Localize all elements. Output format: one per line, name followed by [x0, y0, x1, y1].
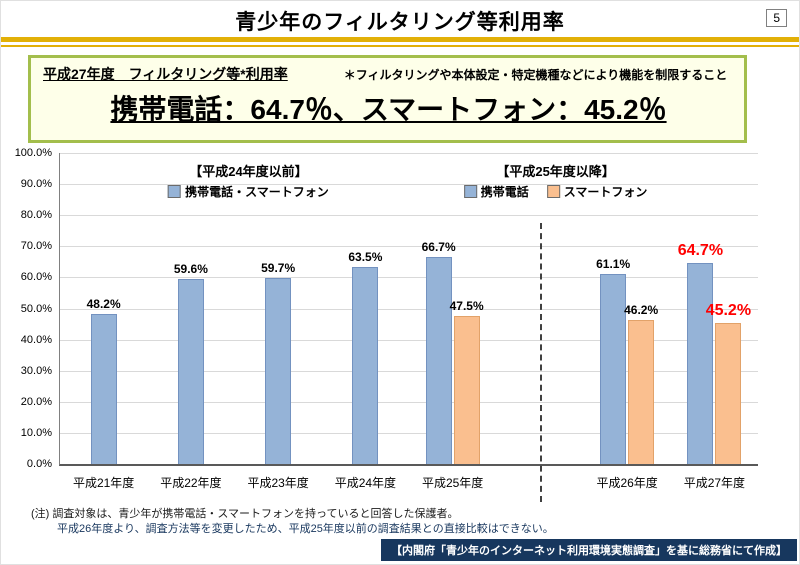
- legend-label: スマートフォン: [563, 185, 648, 199]
- bar-value-label: 47.5%: [449, 299, 484, 314]
- gridline: [60, 277, 758, 279]
- bar-value-label: 59.7%: [261, 261, 296, 276]
- gold-rule-thin: [1, 45, 799, 47]
- plot-area: 48.2% 平成21年度 59.6% 平成22年度 59.7% 平成23年度 63.5% 平成…: [59, 153, 758, 502]
- legend-swatch: [168, 185, 182, 198]
- highlight-box: 平成27年度 フィルタリング等*利用率 ＊フィルタリングや本体設定・特定機種など…: [28, 55, 747, 143]
- legend-entry: 携帯電話: [463, 183, 529, 200]
- bar-携帯電話: [177, 278, 204, 464]
- page-number-badge: 5: [766, 9, 787, 27]
- bar-value-label: 59.6%: [173, 261, 208, 276]
- period-separator-line: [539, 223, 542, 502]
- y-axis-tick-label: 60.0%: [20, 271, 52, 284]
- legend-entries: 携帯電話・スマートフォン: [168, 183, 329, 200]
- bar-携帯電話: [90, 314, 117, 464]
- x-axis-category-label: 平成26年度: [596, 476, 658, 490]
- legend-title: 【平成25年度以降】: [496, 164, 615, 179]
- legend-swatch: [463, 185, 477, 198]
- legend-label: 携帯電話・スマートフォン: [185, 185, 329, 199]
- x-axis-category-label: 平成23年度: [247, 476, 309, 490]
- legend-group: 【平成24年度以前】携帯電話・スマートフォン: [168, 161, 329, 200]
- gridline: [60, 246, 758, 248]
- highlight-heading: 平成27年度 フィルタリング等*利用率: [43, 66, 288, 82]
- highlight-box-header-row: 平成27年度 フィルタリング等*利用率 ＊フィルタリングや本体設定・特定機種など…: [43, 64, 734, 84]
- gridline: [60, 215, 758, 217]
- bar-value-label: 61.1%: [596, 256, 631, 271]
- highlight-stat: 携帯電話：64.7％、スマートフォン：45.2％: [43, 88, 734, 128]
- y-axis-tick-label: 90.0%: [20, 178, 52, 191]
- bar-携帯電話: [352, 266, 379, 464]
- bar-携帯電話: [687, 262, 714, 464]
- legend-entry: スマートフォン: [546, 183, 648, 200]
- bar-value-label: 63.5%: [348, 249, 383, 264]
- bar-chart: 0.0% 10.0% 20.0% 30.0% 40.0% 50.0% 60.0% 70.0% 8…: [1, 147, 799, 507]
- y-axis-tick-label: 50.0%: [20, 302, 52, 315]
- bar-スマートフォン: [628, 320, 655, 464]
- x-axis-category-label: 平成25年度: [421, 476, 484, 490]
- y-axis-tick-label: 80.0%: [20, 209, 52, 222]
- legend-title: 【平成24年度以前】: [189, 164, 308, 179]
- bar-value-label: 66.7%: [421, 239, 456, 254]
- y-axis-tick-label: 30.0%: [20, 364, 52, 377]
- highlight-footnote: ＊フィルタリングや本体設定・特定機種などにより機能を制限すること: [343, 68, 728, 82]
- y-axis-tick-label: 100.0%: [14, 147, 52, 159]
- bar-スマートフォン: [453, 316, 480, 464]
- legend-label: 携帯電話: [480, 185, 529, 199]
- legend-entry: 携帯電話・スマートフォン: [168, 183, 329, 200]
- bar-value-label: 45.2%: [705, 302, 752, 320]
- y-axis-tick-label: 0.0%: [26, 458, 52, 470]
- legend-group: 【平成25年度以降】携帯電話 スマートフォン: [463, 161, 648, 200]
- bar-value-label: 46.2%: [624, 303, 659, 318]
- gridline: [60, 370, 758, 372]
- page-title: 青少年のフィルタリング等利用率: [235, 11, 565, 34]
- gridline: [60, 153, 758, 154]
- footnote-1: (注) 調査対象は、青少年が携帯電話・スマートフォンを持っていると回答した保護者…: [31, 508, 459, 520]
- x-axis-category-label: 平成22年度: [160, 476, 222, 490]
- x-axis-category-label: 平成24年度: [334, 476, 397, 490]
- y-axis-tick-label: 10.0%: [20, 426, 52, 439]
- x-axis-category-label: 平成27年度: [683, 476, 746, 490]
- footnote-2: 平成26年度より、調査方法等を変更したため、平成25年度以前の調査結果との直接比…: [57, 523, 554, 536]
- bar-スマートフォン: [715, 323, 742, 464]
- highlight-stat-text: 携帯電話：64.7％、スマートフォン：45.2％: [110, 94, 667, 125]
- source-credit: 【内閣府「青少年のインターネット利用環境実態調査」を基に総務省にて作成】: [381, 539, 797, 561]
- y-axis: 0.0% 10.0% 20.0% 30.0% 40.0% 50.0% 60.0% 70.0% 8…: [1, 147, 55, 470]
- bar-value-label: 48.2%: [86, 297, 121, 312]
- gridline: [60, 339, 758, 341]
- x-axis-category-label: 平成21年度: [72, 476, 135, 490]
- y-axis-tick-label: 70.0%: [20, 240, 52, 253]
- gridline: [60, 308, 758, 310]
- bar-value-label: 64.7%: [677, 241, 724, 259]
- y-axis-tick-label: 40.0%: [20, 333, 52, 346]
- gridline: [60, 184, 758, 186]
- bar-携帯電話: [600, 273, 627, 464]
- y-axis-tick-label: 20.0%: [20, 395, 52, 408]
- bar-携帯電話: [265, 278, 292, 464]
- legend-swatch: [546, 185, 560, 198]
- bar-携帯電話: [425, 256, 452, 464]
- footnotes: (注) 調査対象は、青少年が携帯電話・スマートフォンを持っていると回答した保護者…: [31, 507, 554, 538]
- gridline: [60, 401, 758, 403]
- gold-rule-thick: [1, 37, 799, 42]
- legend-entries: 携帯電話 スマートフォン: [463, 183, 648, 200]
- gridline: [60, 432, 758, 434]
